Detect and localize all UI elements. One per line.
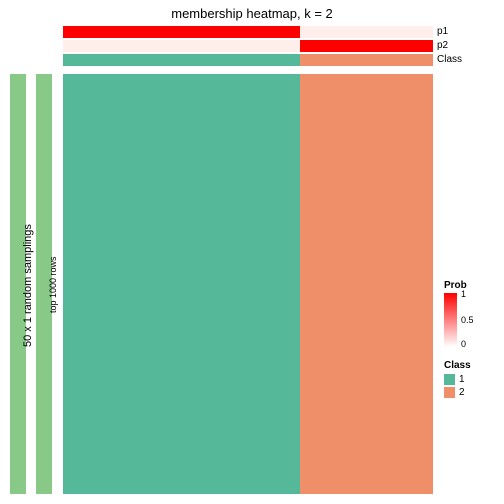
annotation-label-class: Class — [437, 54, 462, 65]
annotation-row-p1 — [63, 26, 433, 38]
legend-swatch — [444, 374, 455, 385]
annotation-label-p2: p2 — [437, 40, 448, 51]
segment — [300, 54, 433, 66]
heatmap-body — [63, 74, 433, 494]
legend-prob-tick: 0 — [461, 339, 466, 349]
legend-label: 2 — [459, 387, 465, 398]
heatmap-column-block — [300, 74, 433, 494]
legend-prob-tick: 1 — [461, 289, 466, 299]
annotation-label-p1: p1 — [437, 26, 448, 37]
annotation-row-p2 — [63, 40, 433, 52]
left-annotation-label-2: top 1000 rows — [48, 257, 58, 314]
legend-class-item: 2 — [444, 386, 471, 399]
legend-swatch — [444, 387, 455, 398]
left-annotation-label-1: 50 x 1 random samplings — [22, 224, 34, 347]
legend-class-title: Class — [444, 360, 471, 371]
heatmap-column-block — [63, 74, 300, 494]
legend-prob-tick: 0.5 — [461, 315, 474, 325]
annotation-row-class — [63, 54, 433, 66]
legend-label: 1 — [459, 374, 465, 385]
segment — [300, 26, 433, 38]
legend-prob: Prob 1 0.5 0 — [444, 280, 467, 347]
segment — [63, 40, 300, 52]
chart-title: membership heatmap, k = 2 — [0, 6, 504, 21]
legend-prob-gradient — [444, 293, 457, 347]
legend-class: Class 1 2 — [444, 360, 471, 399]
segment — [63, 26, 300, 38]
segment — [63, 54, 300, 66]
legend-class-item: 1 — [444, 373, 471, 386]
segment — [300, 40, 433, 52]
